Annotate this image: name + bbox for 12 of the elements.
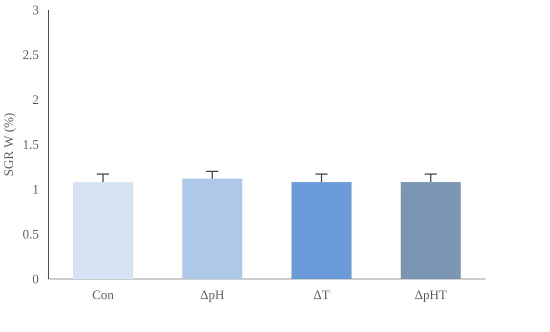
- y-tick-label: 2: [32, 95, 38, 104]
- x-tick-label: Con: [92, 290, 114, 300]
- y-tick-label: 3: [32, 6, 38, 14]
- y-tick-label: 1.5: [24, 140, 38, 149]
- x-tick-label: ΔpH: [200, 290, 224, 302]
- x-tick-label: ΔpHT: [415, 290, 447, 302]
- y-tick-label: 2.5: [23, 50, 38, 60]
- x-tick-label: ΔT: [314, 290, 330, 300]
- y-tick-label: 0.5: [23, 230, 38, 239]
- y-axis-title: SGR W (%): [4, 113, 16, 176]
- y-tick-label: 0: [32, 274, 38, 284]
- y-tick-label: 1: [33, 185, 38, 194]
